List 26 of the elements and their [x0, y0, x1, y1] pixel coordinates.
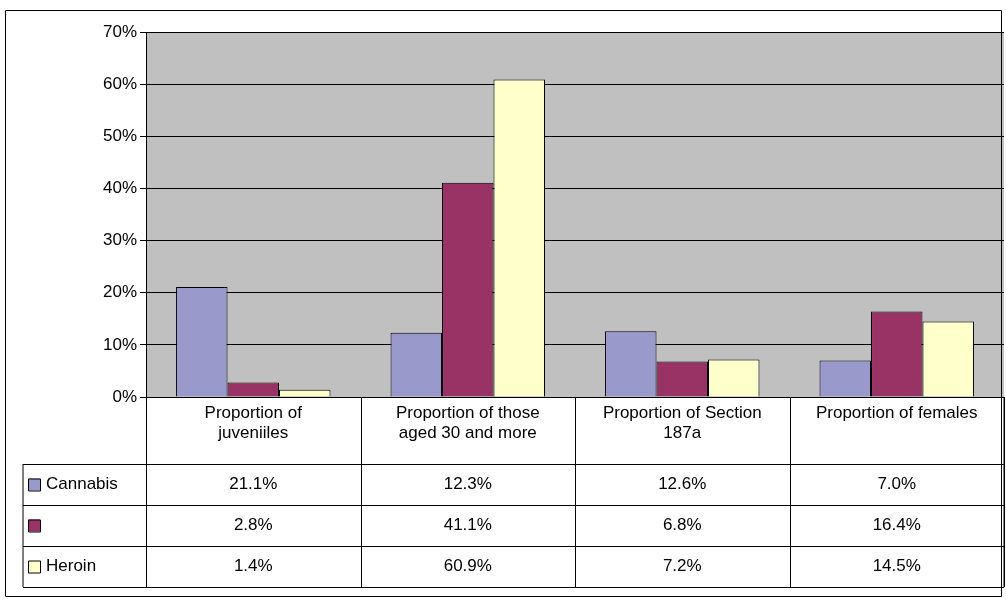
y-tick-label: 40% [102, 178, 138, 198]
legend-label: Heroin [46, 556, 97, 576]
data-label: 2.8% [233, 515, 273, 535]
y-tick-label: 0% [112, 386, 138, 406]
y-tick-label: 70% [102, 21, 138, 41]
data-label: 16.4% [872, 515, 921, 535]
y-tick-label: 60% [102, 73, 138, 93]
x-tick-label: Proportion of Section 187a [602, 402, 762, 443]
data-label: 60.9% [443, 556, 492, 576]
data-label: 14.5% [872, 556, 921, 576]
data-label: 7.2% [662, 556, 702, 576]
data-label: 1.4% [233, 556, 273, 576]
data-label: 6.8% [662, 515, 702, 535]
y-tick-label: 30% [102, 230, 138, 250]
x-tick-label: Proportion of those aged 30 and more [395, 402, 540, 443]
x-tick-label: Proportion of females [815, 402, 978, 422]
x-tick-label: Proportion of juveniiles [204, 402, 303, 443]
data-label: 12.3% [443, 474, 492, 494]
y-tick-label: 20% [102, 282, 138, 302]
data-label: 12.6% [658, 474, 707, 494]
data-label: 7.0% [877, 474, 917, 494]
data-label: 21.1% [229, 474, 278, 494]
legend-label: Cannabis [46, 474, 118, 494]
y-tick-label: 50% [102, 125, 138, 145]
data-label: 41.1% [443, 515, 492, 535]
y-tick-label: 10% [102, 334, 138, 354]
